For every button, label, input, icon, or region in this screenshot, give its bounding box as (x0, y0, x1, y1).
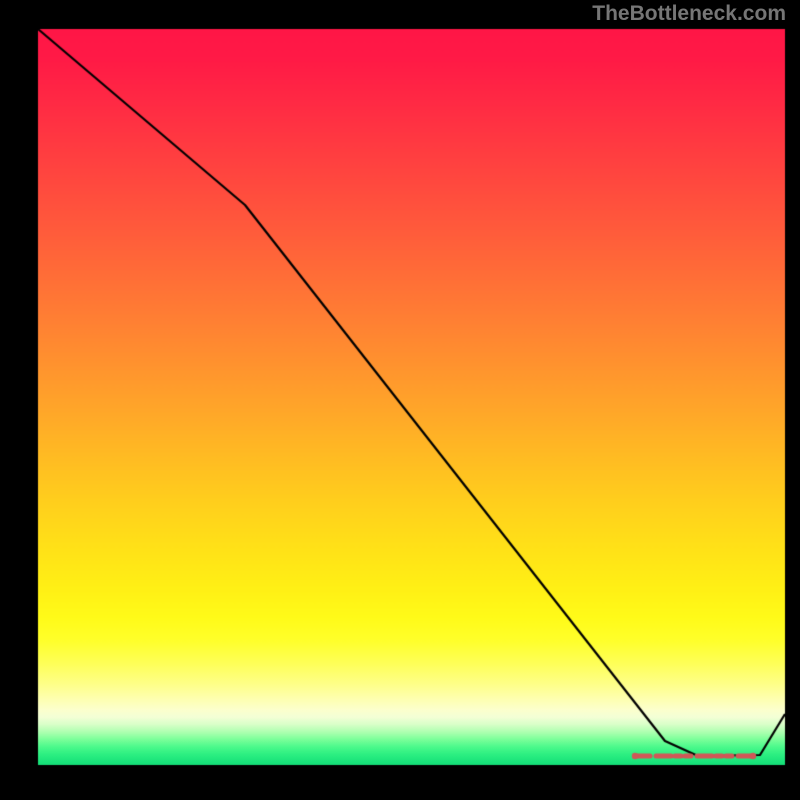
bottleneck-chart-canvas (0, 0, 800, 800)
watermark-text: TheBottleneck.com (592, 2, 786, 26)
